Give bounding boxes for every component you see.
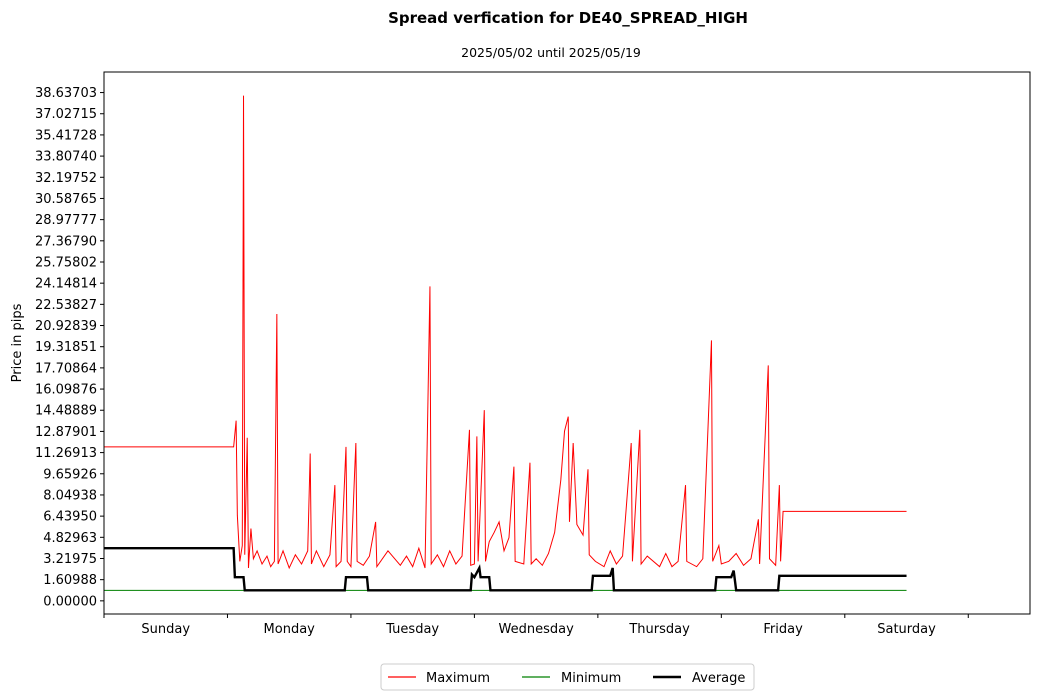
series-line-maximum bbox=[104, 95, 907, 570]
x-axis-ticks: Sunday Monday Tuesday Wednesday Thursday Frid… bbox=[103, 614, 969, 637]
x-tick-label: Saturday bbox=[877, 622, 936, 637]
y-tick-label: 17.70864 bbox=[35, 361, 97, 376]
y-tick-label: 22.53827 bbox=[35, 298, 97, 313]
plot-series bbox=[104, 95, 907, 592]
y-tick-label: 25.75802 bbox=[35, 255, 97, 270]
x-tick-label: Friday bbox=[763, 622, 803, 637]
x-tick-label: Tuesday bbox=[385, 622, 439, 637]
legend: Maximum Minimum Average bbox=[380, 663, 755, 691]
x-tick-label: Sunday bbox=[141, 622, 190, 637]
chart-subtitle: 2025/05/02 until 2025/05/19 bbox=[461, 45, 641, 60]
y-tick-label: 12.87901 bbox=[35, 425, 97, 440]
chart-title: Spread verfication for DE40_SPREAD_HIGH bbox=[388, 9, 748, 27]
x-tick-label: Thursday bbox=[628, 622, 690, 637]
y-tick-label: 9.65926 bbox=[43, 467, 97, 482]
y-tick-label: 8.04938 bbox=[43, 488, 97, 503]
legend-label-maximum: Maximum bbox=[426, 671, 490, 686]
x-tick-label: Monday bbox=[264, 622, 316, 637]
y-tick-label: 0.00000 bbox=[43, 594, 97, 609]
y-tick-label: 35.41728 bbox=[35, 128, 97, 143]
y-axis-label: Price in pips bbox=[10, 303, 25, 382]
legend-label-average: Average bbox=[692, 671, 745, 686]
y-tick-label: 19.31851 bbox=[35, 340, 97, 355]
y-tick-label: 20.92839 bbox=[35, 319, 97, 334]
y-tick-label: 27.36790 bbox=[35, 234, 97, 249]
y-axis-ticks: 0.00000 1.60988 3.21975 4.82963 6.43950 8.049… bbox=[35, 86, 104, 609]
y-tick-label: 11.26913 bbox=[35, 446, 97, 461]
series-line-average bbox=[104, 547, 907, 592]
y-tick-label: 1.60988 bbox=[43, 573, 97, 588]
plot-frame bbox=[103, 71, 1031, 615]
x-tick-label: Wednesday bbox=[499, 622, 575, 637]
y-tick-label: 6.43950 bbox=[43, 510, 97, 525]
y-tick-label: 4.82963 bbox=[43, 531, 97, 546]
y-tick-label: 3.21975 bbox=[43, 552, 97, 567]
legend-label-minimum: Minimum bbox=[561, 671, 621, 686]
y-tick-label: 32.19752 bbox=[35, 171, 97, 186]
y-tick-label: 16.09876 bbox=[35, 383, 97, 398]
legend-frame bbox=[380, 663, 755, 691]
y-tick-label: 28.97777 bbox=[35, 213, 97, 228]
y-tick-label: 38.63703 bbox=[35, 86, 97, 101]
y-tick-label: 30.58765 bbox=[35, 192, 97, 207]
y-tick-label: 24.14814 bbox=[35, 277, 97, 292]
y-tick-label: 33.80740 bbox=[35, 150, 97, 165]
y-tick-label: 14.48889 bbox=[35, 404, 97, 419]
y-tick-label: 37.02715 bbox=[35, 107, 97, 122]
